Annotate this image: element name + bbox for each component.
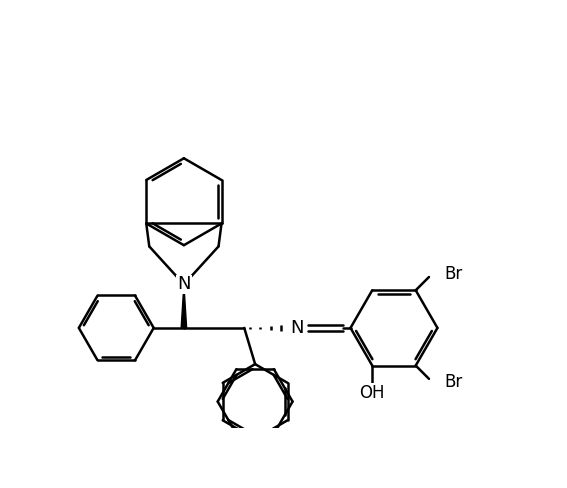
Text: Br: Br [444, 265, 462, 283]
Text: N: N [177, 275, 191, 293]
Text: Br: Br [444, 373, 462, 391]
Text: OH: OH [359, 384, 385, 402]
Polygon shape [181, 285, 187, 328]
Text: N: N [291, 319, 304, 337]
